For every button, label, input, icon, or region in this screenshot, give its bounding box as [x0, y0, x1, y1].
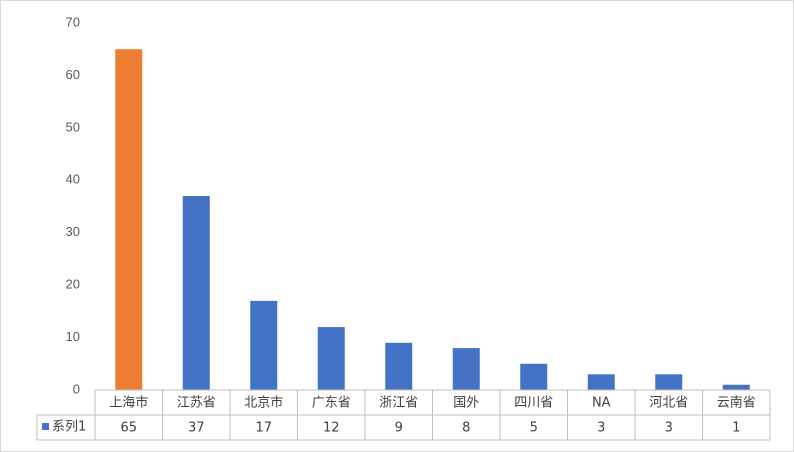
- table-value: 37: [188, 421, 205, 436]
- x-tick-label: 河北省: [649, 396, 688, 411]
- bar: [182, 196, 210, 390]
- x-tick-label: 广东省: [312, 396, 351, 411]
- bar: [655, 374, 683, 390]
- y-tick-label: 60: [66, 67, 80, 82]
- bar: [587, 374, 615, 390]
- table-value: 8: [462, 421, 470, 436]
- table-value: 3: [665, 421, 673, 436]
- table-value: 5: [530, 421, 538, 436]
- bar: [520, 363, 548, 390]
- y-tick-label: 70: [66, 14, 80, 29]
- y-tick-label: 10: [66, 329, 80, 344]
- table-value: 9: [395, 421, 403, 436]
- bar: [250, 300, 278, 390]
- bar: [115, 49, 143, 390]
- x-tick-label: NA: [592, 396, 611, 411]
- y-tick-label: 20: [66, 277, 80, 292]
- x-tick-label: 四川省: [514, 396, 553, 411]
- x-tick-label: 国外: [453, 396, 479, 411]
- x-tick-label: 上海市: [109, 395, 148, 411]
- bar: [452, 348, 480, 390]
- y-tick-label: 30: [66, 224, 80, 239]
- x-tick-label: 江苏省: [177, 395, 216, 411]
- legend-swatch: [42, 423, 49, 430]
- table-value: 1: [732, 421, 740, 436]
- legend-label: 系列1: [52, 420, 86, 435]
- bar: [385, 342, 413, 390]
- table-value: 12: [323, 421, 340, 436]
- y-tick-label: 50: [66, 119, 80, 134]
- bar: [722, 384, 750, 390]
- x-tick-label: 云南省: [717, 395, 756, 411]
- y-tick-label: 0: [73, 381, 80, 396]
- x-tick-label: 北京市: [244, 395, 283, 411]
- table-value: 3: [597, 421, 605, 436]
- x-tick-label: 浙江省: [379, 396, 418, 411]
- table-value: 65: [120, 421, 137, 436]
- table-value: 17: [255, 421, 272, 436]
- y-tick-label: 40: [66, 172, 80, 187]
- bar: [317, 327, 345, 390]
